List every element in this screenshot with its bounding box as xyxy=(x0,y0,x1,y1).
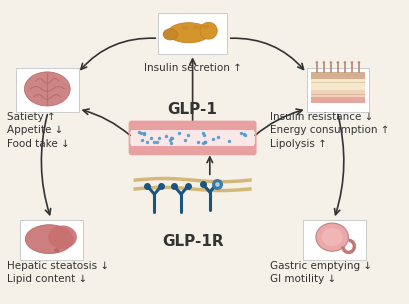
Ellipse shape xyxy=(343,61,346,64)
FancyBboxPatch shape xyxy=(20,220,83,261)
FancyBboxPatch shape xyxy=(302,220,365,261)
FancyBboxPatch shape xyxy=(307,68,368,112)
FancyBboxPatch shape xyxy=(130,144,255,154)
Ellipse shape xyxy=(163,29,177,40)
Text: Hepatic steatosis ↓
Lipid content ↓: Hepatic steatosis ↓ Lipid content ↓ xyxy=(7,261,109,284)
Ellipse shape xyxy=(54,248,60,252)
Ellipse shape xyxy=(322,61,324,64)
Ellipse shape xyxy=(350,61,353,64)
Ellipse shape xyxy=(48,226,77,249)
FancyBboxPatch shape xyxy=(131,130,253,146)
Ellipse shape xyxy=(329,61,331,64)
Text: Gastric emptying ↓
GI motility ↓: Gastric emptying ↓ GI motility ↓ xyxy=(269,261,371,284)
Ellipse shape xyxy=(315,61,317,64)
FancyBboxPatch shape xyxy=(130,122,255,132)
Text: Insulin resistance ↓
Energy consumption ↑
Lipolysis ↑: Insulin resistance ↓ Energy consumption … xyxy=(269,112,389,149)
Ellipse shape xyxy=(200,22,217,39)
Ellipse shape xyxy=(25,225,73,254)
Ellipse shape xyxy=(357,61,360,64)
Ellipse shape xyxy=(24,72,70,106)
Ellipse shape xyxy=(167,23,209,43)
Text: GLP-1R: GLP-1R xyxy=(162,234,223,249)
FancyBboxPatch shape xyxy=(158,13,227,54)
Bar xyxy=(310,97,364,103)
Text: GLP-1: GLP-1 xyxy=(167,102,217,117)
Text: Insulin secretion ↑: Insulin secretion ↑ xyxy=(143,63,241,73)
Ellipse shape xyxy=(336,61,338,64)
Bar xyxy=(310,79,364,90)
Bar xyxy=(310,90,364,97)
FancyBboxPatch shape xyxy=(307,68,368,112)
Ellipse shape xyxy=(315,223,348,251)
FancyBboxPatch shape xyxy=(16,68,79,112)
Ellipse shape xyxy=(193,25,199,29)
Ellipse shape xyxy=(202,25,209,29)
Ellipse shape xyxy=(321,228,342,246)
Bar xyxy=(310,72,364,79)
Ellipse shape xyxy=(181,26,188,30)
Text: Satiety ↑
Appetite ↓
Food take ↓: Satiety ↑ Appetite ↓ Food take ↓ xyxy=(7,112,70,149)
